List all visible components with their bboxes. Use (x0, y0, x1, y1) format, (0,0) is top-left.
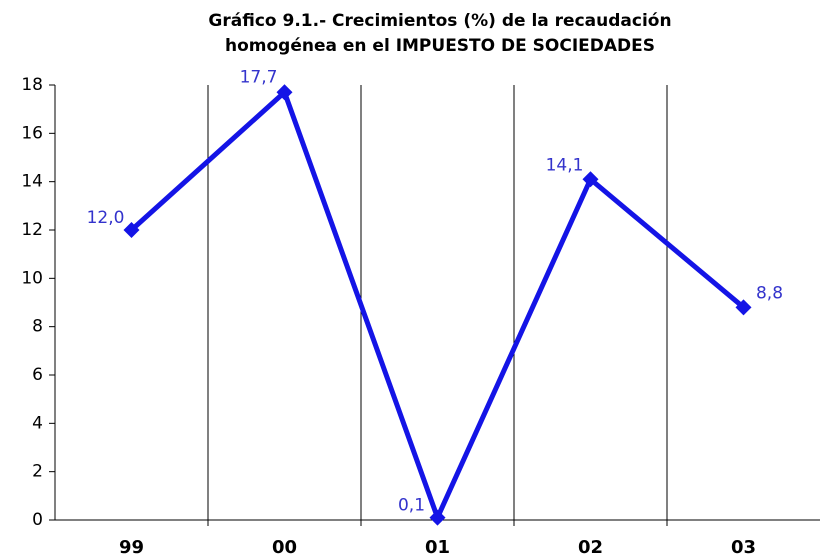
data-label: 12,0 (87, 208, 125, 228)
x-tick-label: 99 (119, 537, 144, 558)
data-point (735, 299, 752, 316)
data-label: 8,8 (756, 283, 783, 303)
chart-title: Gráfico 9.1.- Crecimientos (%) de la rec… (208, 11, 671, 31)
y-tick-label: 6 (32, 365, 43, 385)
data-point (123, 222, 140, 238)
data-point (582, 171, 599, 188)
y-tick-label: 16 (21, 123, 43, 143)
x-tick-label: 01 (425, 537, 450, 558)
y-tick-label: 18 (21, 75, 43, 95)
data-point (429, 509, 446, 526)
y-tick-label: 8 (32, 317, 43, 337)
x-tick-label: 03 (731, 537, 756, 558)
data-label: 14,1 (546, 155, 584, 175)
data-label: 17,7 (240, 67, 278, 87)
chart-title: homogénea en el IMPUESTO DE SOCIEDADES (225, 36, 655, 56)
y-tick-label: 12 (21, 220, 43, 240)
x-tick-label: 02 (578, 537, 603, 558)
x-tick-label: 00 (272, 537, 297, 558)
y-tick-label: 14 (21, 172, 43, 192)
data-label: 0,1 (398, 496, 425, 516)
y-tick-label: 10 (21, 268, 43, 288)
series-line (129, 89, 746, 521)
y-tick-label: 0 (32, 510, 43, 530)
y-tick-label: 4 (32, 413, 43, 433)
data-point (276, 84, 293, 101)
y-tick-label: 2 (32, 462, 43, 482)
